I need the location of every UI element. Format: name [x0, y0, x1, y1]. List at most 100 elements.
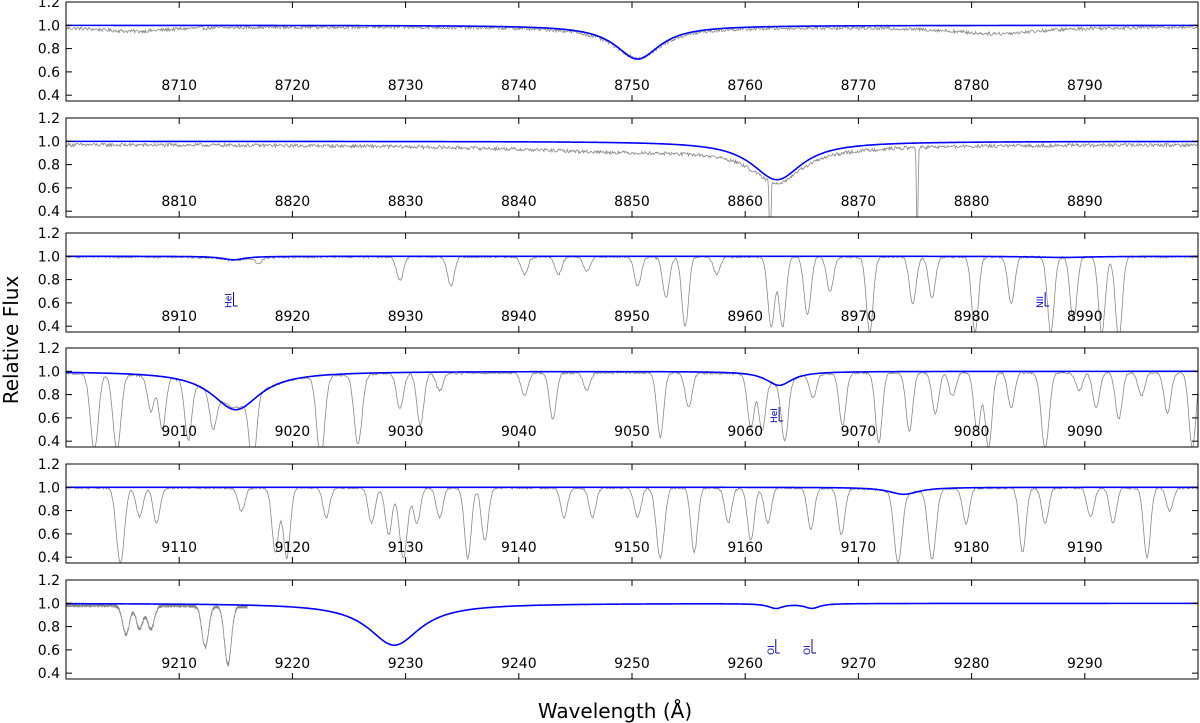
x-tick-label: 9190 — [1067, 540, 1103, 556]
y-tick-label: 0.4 — [38, 666, 60, 682]
x-tick-label: 9220 — [275, 656, 311, 672]
x-tick-label: 8950 — [614, 309, 650, 325]
x-tick-label: 8710 — [161, 78, 197, 94]
y-tick-label: 0.4 — [38, 204, 60, 220]
model-spectrum-line — [66, 370, 1198, 411]
observed-spectrum-line — [66, 254, 1198, 332]
model-spectrum-line — [66, 255, 1198, 261]
x-tick-label: 8770 — [841, 78, 877, 94]
y-tick-label: 0.6 — [38, 411, 60, 427]
x-tick-label: 8720 — [275, 78, 311, 94]
x-tick-label: 8790 — [1067, 78, 1103, 94]
y-tick-label: 0.6 — [38, 65, 60, 81]
x-tick-label: 9110 — [161, 540, 197, 556]
y-tick-label: 1.0 — [38, 480, 60, 496]
model-spectrum-line — [66, 486, 1198, 496]
x-tick-label: 8980 — [954, 309, 990, 325]
x-tick-label: 9130 — [388, 540, 424, 556]
line-id-label: OI — [767, 645, 777, 655]
y-tick-label: 0.8 — [38, 273, 60, 289]
y-tick-label: 0.8 — [38, 388, 60, 404]
y-tick-label: 1.2 — [38, 457, 60, 473]
x-tick-label: 8730 — [388, 78, 424, 94]
y-axis-label: Relative Flux — [0, 276, 23, 405]
x-tick-label: 9260 — [727, 656, 763, 672]
x-tick-label: 9040 — [501, 424, 537, 440]
y-tick-label: 0.4 — [38, 550, 60, 566]
x-tick-label: 8850 — [614, 194, 650, 210]
y-tick-label: 1.2 — [38, 341, 60, 357]
spectrum-panel-6: 0.4 0.6 0.8 1.0 1.2 9210 9220 9230 9240 9250 9260 9… — [38, 573, 1199, 682]
x-tick-label: 8940 — [501, 309, 537, 325]
x-tick-label: 9030 — [388, 424, 424, 440]
x-tick-label: 8920 — [275, 309, 311, 325]
y-tick-label: 1.2 — [38, 111, 60, 127]
x-tick-label: 9180 — [954, 540, 990, 556]
line-id-label: HeI — [225, 293, 235, 308]
y-tick-label: 1.2 — [38, 573, 60, 589]
y-tick-label: 1.0 — [38, 249, 60, 265]
spectrum-panel-5: 0.4 0.6 0.8 1.0 1.2 9110 9120 9130 9140 9150 9160 9… — [38, 457, 1199, 566]
x-tick-label: 9240 — [501, 656, 537, 672]
x-tick-label: 8740 — [501, 78, 537, 94]
x-tick-label: 9120 — [275, 540, 311, 556]
spectrum-panel-3: 0.4 0.6 0.8 1.0 1.2 8910 8920 8930 8940 8950 8960 8… — [38, 226, 1199, 335]
x-tick-label: 8750 — [614, 78, 650, 94]
y-tick-label: 0.4 — [38, 434, 60, 450]
observed-spectrum-line — [66, 370, 1198, 447]
x-tick-label: 8860 — [727, 194, 763, 210]
x-tick-label: 9050 — [614, 424, 650, 440]
x-tick-label: 8960 — [727, 309, 763, 325]
line-id-label: NII — [1036, 296, 1046, 308]
x-tick-label: 9150 — [614, 540, 650, 556]
x-tick-label: 8990 — [1067, 309, 1103, 325]
spectrum-panel-2: 0.4 0.6 0.8 1.0 1.2 8810 8820 8830 8840 8850 8860 8… — [38, 111, 1199, 220]
y-tick-label: 0.8 — [38, 158, 60, 174]
y-tick-label: 0.8 — [38, 504, 60, 520]
model-spectrum-line — [66, 24, 1198, 60]
x-tick-label: 8760 — [727, 78, 763, 94]
x-tick-label: 8880 — [954, 194, 990, 210]
x-tick-label: 9060 — [727, 424, 763, 440]
x-tick-label: 9290 — [1067, 656, 1103, 672]
x-tick-label: 9270 — [841, 656, 877, 672]
x-axis-label: Wavelength (Å) — [538, 699, 692, 723]
spectrum-panels: 0.4 0.6 0.8 1.0 1.2 8710 8720 8730 8740 8750 8760 8… — [38, 0, 1199, 682]
x-tick-label: 9080 — [954, 424, 990, 440]
y-tick-label: 0.8 — [38, 42, 60, 58]
x-tick-label: 8780 — [954, 78, 990, 94]
x-tick-label: 9020 — [275, 424, 311, 440]
model-spectrum-line — [66, 140, 1198, 181]
y-tick-label: 0.6 — [38, 527, 60, 543]
y-tick-label: 0.6 — [38, 296, 60, 312]
spectrum-panel-4: 0.4 0.6 0.8 1.0 1.2 9010 9020 9030 9040 9050 9060 9… — [38, 341, 1199, 450]
x-tick-label: 9090 — [1067, 424, 1103, 440]
x-tick-label: 9010 — [161, 424, 197, 440]
x-tick-label: 9250 — [614, 656, 650, 672]
x-tick-label: 8890 — [1067, 194, 1103, 210]
y-tick-label: 1.2 — [38, 226, 60, 242]
y-tick-label: 0.6 — [38, 181, 60, 197]
observed-spectrum-line — [66, 602, 248, 667]
y-tick-label: 0.6 — [38, 643, 60, 659]
x-tick-label: 8870 — [841, 194, 877, 210]
x-tick-label: 8910 — [161, 309, 197, 325]
x-tick-label: 9230 — [388, 656, 424, 672]
model-spectrum-line — [66, 602, 1198, 647]
y-tick-label: 1.0 — [38, 364, 60, 380]
x-tick-label: 8830 — [388, 194, 424, 210]
x-tick-label: 8970 — [841, 309, 877, 325]
x-tick-label: 8810 — [161, 194, 197, 210]
y-tick-label: 0.4 — [38, 88, 60, 104]
x-tick-label: 9170 — [841, 540, 877, 556]
y-tick-label: 0.4 — [38, 319, 60, 335]
observed-spectrum-line — [66, 142, 1198, 217]
x-tick-label: 9210 — [161, 656, 197, 672]
x-tick-label: 9160 — [727, 540, 763, 556]
y-tick-label: 1.0 — [38, 596, 60, 612]
line-id-label: OI — [803, 645, 813, 655]
observed-spectrum-line — [66, 23, 1198, 61]
x-tick-label: 8820 — [275, 194, 311, 210]
y-tick-label: 1.0 — [38, 134, 60, 150]
